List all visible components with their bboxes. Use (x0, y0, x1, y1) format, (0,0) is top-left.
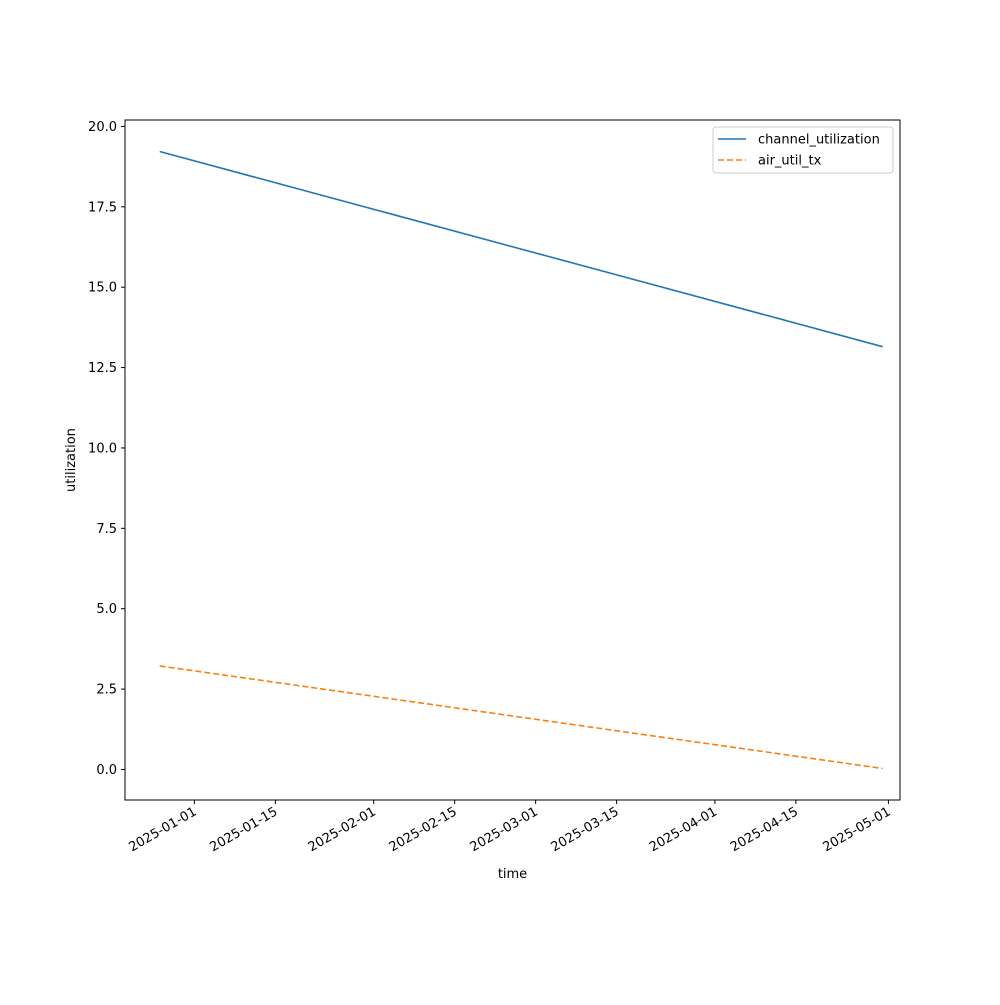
y-tick-label: 2.5 (96, 683, 117, 698)
x-tick-label: 2025-03-01 (468, 804, 541, 855)
x-axis: 2025-01-01 2025-01-15 2025-02-01 2025-02-15… (126, 800, 893, 855)
x-tick-label: 2025-01-01 (126, 804, 199, 855)
y-axis-label: utilization (64, 428, 79, 492)
y-tick-label: 15.0 (88, 281, 117, 296)
x-tick-label: 2025-01-15 (207, 804, 280, 855)
series-layer (159, 150, 883, 770)
plot-frame (124, 119, 901, 801)
x-tick-label: 2025-04-01 (647, 804, 720, 855)
y-tick-label: 12.5 (88, 361, 117, 376)
y-tick-label: 7.5 (96, 522, 117, 537)
x-tick-label: 2025-05-01 (820, 804, 893, 855)
legend-box (712, 126, 894, 174)
y-tick-label: 10.0 (88, 441, 117, 456)
legend: channel_utilization air_util_tx (712, 126, 894, 174)
x-tick-label: 2025-03-15 (549, 804, 622, 855)
y-tick-label: 17.5 (88, 200, 117, 215)
x-tick-label: 2025-04-15 (728, 804, 801, 855)
legend-label: air_util_tx (758, 154, 822, 169)
x-tick-label: 2025-02-01 (306, 804, 379, 855)
y-tick-label: 5.0 (96, 602, 117, 617)
y-tick-label: 20.0 (88, 120, 117, 135)
legend-label: channel_utilization (758, 133, 880, 148)
y-tick-label: 0.0 (96, 763, 117, 778)
series-line-channel-utilization (159, 150, 883, 348)
series-line-air-util-tx (159, 665, 883, 770)
x-tick-label: 2025-02-15 (387, 804, 460, 855)
y-axis: 0.0 2.5 5.0 7.5 10.0 12.5 15.0 17.5 20.0 (88, 120, 125, 778)
x-axis-label: time (498, 867, 527, 882)
